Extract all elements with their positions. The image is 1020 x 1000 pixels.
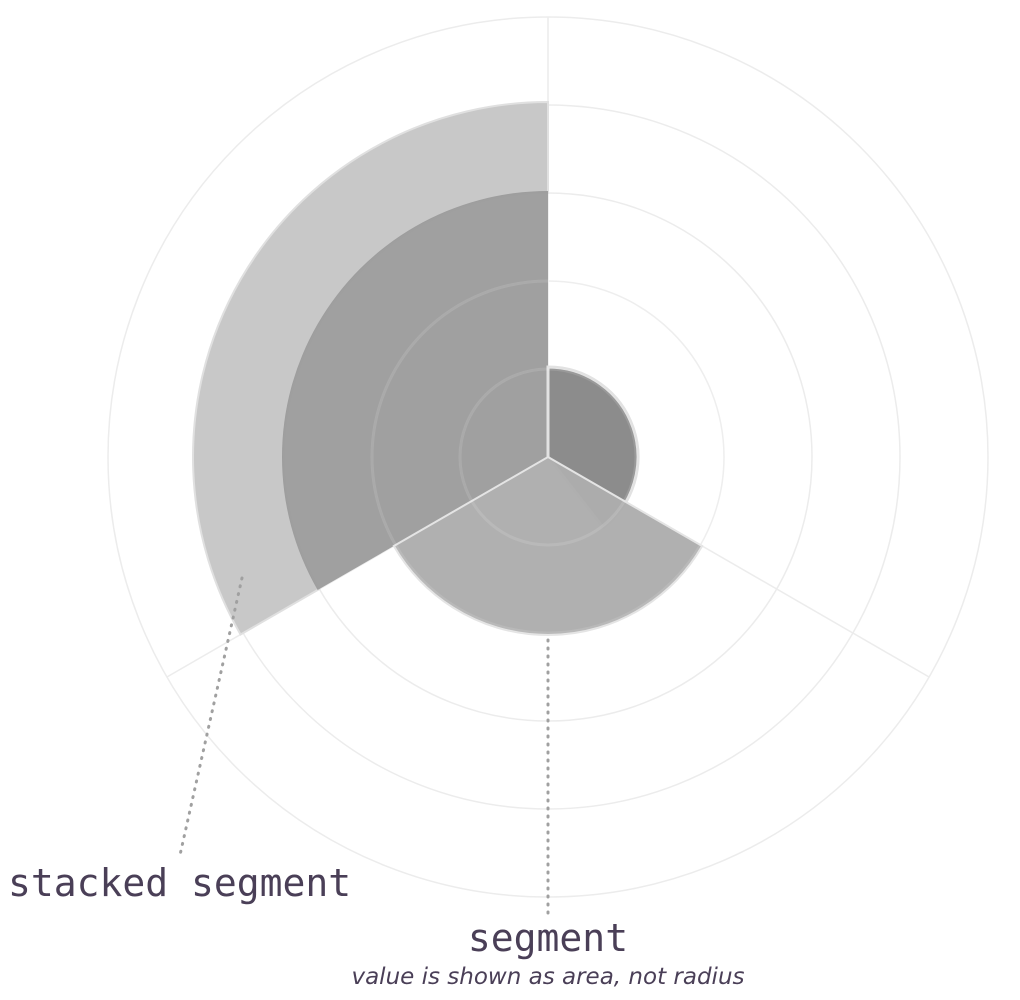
segments-group	[192, 100, 726, 637]
stacked-segment-label: stacked segment	[8, 861, 351, 905]
stacked-segment-leader	[178, 576, 244, 857]
stacked-segment-inner	[282, 191, 548, 590]
leader-lines	[178, 576, 550, 917]
bottom-segment	[392, 455, 704, 637]
overlay-ring-2	[370, 279, 726, 635]
segment-note: value is shown as area, not radius	[351, 964, 744, 990]
segment-label: segment	[468, 916, 628, 960]
overlay-ring-1	[458, 367, 638, 547]
